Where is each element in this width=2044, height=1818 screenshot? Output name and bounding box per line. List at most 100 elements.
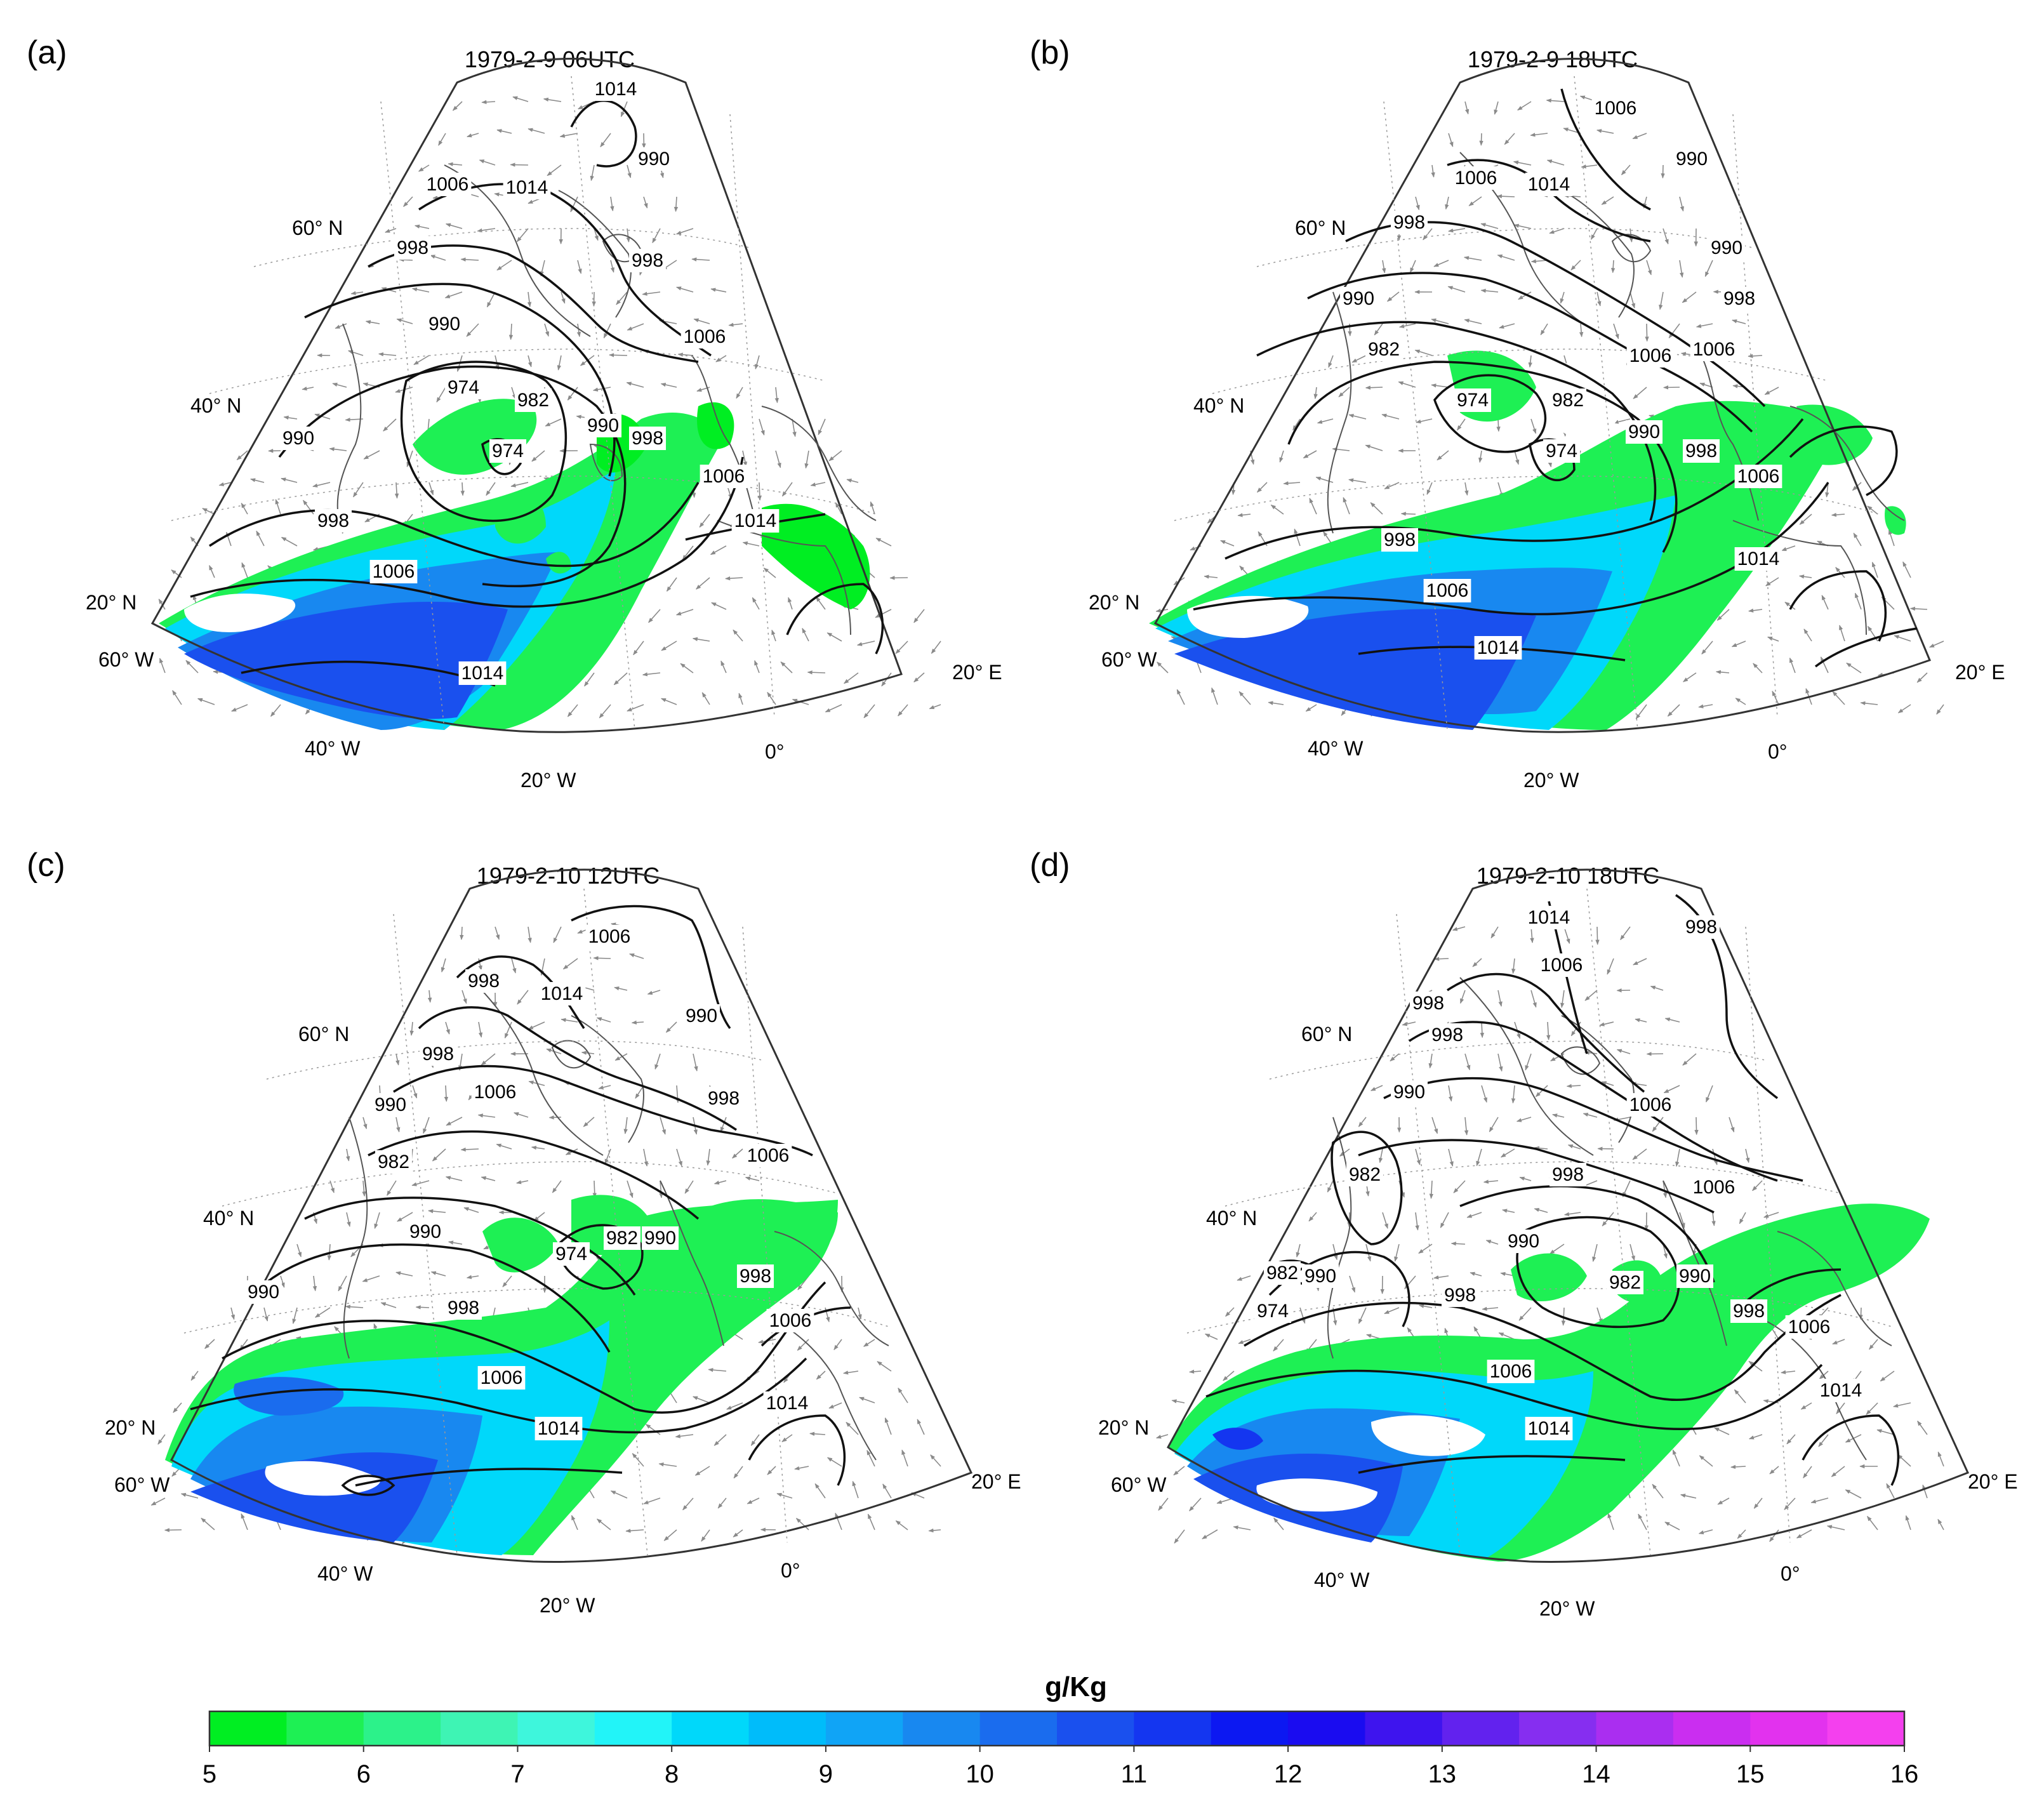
- colorbar-swatch: [1134, 1711, 1212, 1746]
- wind-arrow: [406, 450, 413, 467]
- wind-arrow: [626, 382, 644, 388]
- wind-arrow: [314, 413, 331, 420]
- wind-arrow: [1525, 1053, 1532, 1071]
- isobar-label: 998: [317, 510, 349, 531]
- wind-arrow: [1498, 1332, 1515, 1340]
- isobar-label: 990: [1304, 1266, 1336, 1287]
- wind-arrow: [1698, 1529, 1713, 1535]
- wind-arrow: [1825, 482, 1829, 498]
- wind-arrow: [1763, 1212, 1779, 1218]
- isobar-label: 982: [1368, 339, 1400, 360]
- colorbar-swatch: [1673, 1711, 1751, 1746]
- isobar-label: 974: [555, 1244, 587, 1264]
- wind-arrow: [445, 1176, 463, 1181]
- wind-arrow: [833, 1339, 842, 1350]
- isobar-label-box: [419, 1042, 457, 1066]
- wind-arrow: [1567, 1144, 1581, 1150]
- wind-arrow: [720, 660, 727, 673]
- isobar-label-box: [585, 925, 634, 948]
- wind-arrow: [412, 1085, 418, 1099]
- colorbar-swatch: [363, 1711, 441, 1746]
- wind-arrow: [1497, 1053, 1503, 1072]
- isobar-label-box: [1543, 439, 1581, 463]
- wind-arrow: [1679, 1212, 1685, 1228]
- wind-arrow: [1749, 1434, 1763, 1440]
- wind-arrow: [733, 1466, 743, 1479]
- wind-arrow: [1784, 1497, 1796, 1510]
- colorbar-swatch: [825, 1711, 903, 1746]
- wind-arrow: [180, 1492, 199, 1499]
- wind-arrow: [281, 536, 298, 547]
- wind-arrow: [732, 1148, 743, 1159]
- wind-arrow: [863, 704, 875, 719]
- wind-arrow: [757, 482, 762, 501]
- wind-arrow: [1419, 1304, 1433, 1308]
- wind-arrow: [583, 1117, 595, 1127]
- graticule-label: 40° W: [305, 737, 361, 760]
- wind-arrow: [478, 1021, 483, 1038]
- wind-arrow: [1835, 567, 1845, 578]
- wind-arrow: [446, 1117, 463, 1126]
- wind-arrow: [660, 1117, 666, 1135]
- wind-arrow: [1504, 133, 1515, 145]
- wind-arrow: [528, 1021, 545, 1030]
- isobar-label-box: [1409, 992, 1447, 1015]
- wind-arrow: [185, 660, 199, 673]
- wind-arrow: [1348, 478, 1367, 483]
- panel-b: (b) 1979-2-9 18UTC: [1030, 34, 2005, 792]
- wind-arrow: [1328, 355, 1334, 368]
- wind-arrow: [1845, 1489, 1862, 1499]
- wind-arrow: [1853, 533, 1862, 547]
- wind-arrow: [460, 257, 479, 262]
- wind-arrow: [1650, 985, 1664, 991]
- wind-arrow: [1767, 636, 1779, 642]
- isobar-label: 998: [632, 250, 663, 271]
- isobar-label: 1014: [1528, 174, 1570, 195]
- wind-arrow: [1715, 670, 1730, 675]
- wind-arrow: [1753, 1497, 1763, 1509]
- wind-arrow: [511, 958, 517, 974]
- wind-arrow: [1459, 990, 1466, 1004]
- wind-arrow: [1826, 1525, 1845, 1530]
- wind-arrow: [1546, 98, 1565, 103]
- wind-arrow: [603, 323, 611, 339]
- wind-arrow: [1294, 528, 1301, 547]
- isobar-label: 1006: [769, 1310, 812, 1331]
- isobar-label-box: [700, 465, 748, 488]
- isobar-label-box: [731, 509, 780, 533]
- isobar-label: 990: [375, 1094, 406, 1115]
- wind-arrow: [172, 690, 182, 705]
- wind-arrow: [738, 693, 743, 705]
- colorbar-tick-label: 13: [1428, 1760, 1457, 1788]
- wind-arrow: [345, 1304, 364, 1309]
- isobar-label-box: [1525, 1417, 1573, 1440]
- colorbar-swatch: [979, 1711, 1058, 1746]
- wind-arrow: [1869, 1339, 1878, 1350]
- wind-arrow: [157, 1434, 166, 1445]
- isobar-label-box: [766, 1309, 814, 1332]
- colorbar-swatch: [748, 1711, 826, 1746]
- isobar-label-box: [1474, 636, 1522, 660]
- isobar-label: 998: [397, 237, 428, 258]
- wind-arrow: [561, 291, 566, 304]
- wind-arrow: [445, 223, 463, 229]
- wind-arrow: [1601, 196, 1614, 205]
- wind-arrow: [593, 956, 611, 960]
- graticule: [183, 888, 889, 1556]
- isobar-label-box: [1676, 1264, 1714, 1288]
- isobar-labels: 1006 1006 1014 990 998 990 998 990 982 1…: [1339, 96, 1782, 660]
- wind-arrow: [1663, 1085, 1680, 1094]
- wind-arrow: [691, 257, 710, 262]
- wind-arrow: [1616, 1049, 1631, 1054]
- isobar-label: 998: [1444, 1285, 1476, 1306]
- wind-arrow: [658, 1462, 677, 1467]
- wind-arrow: [159, 658, 166, 673]
- wind-arrow: [1667, 704, 1680, 717]
- wind-arrow: [1711, 1212, 1716, 1226]
- wind-arrow: [557, 355, 562, 371]
- wind-arrow: [1399, 323, 1416, 328]
- wind-arrow: [514, 1112, 529, 1118]
- wind-arrow: [733, 1529, 743, 1537]
- graticule-label: 0°: [1768, 740, 1788, 763]
- wind-arrow: [531, 1145, 545, 1150]
